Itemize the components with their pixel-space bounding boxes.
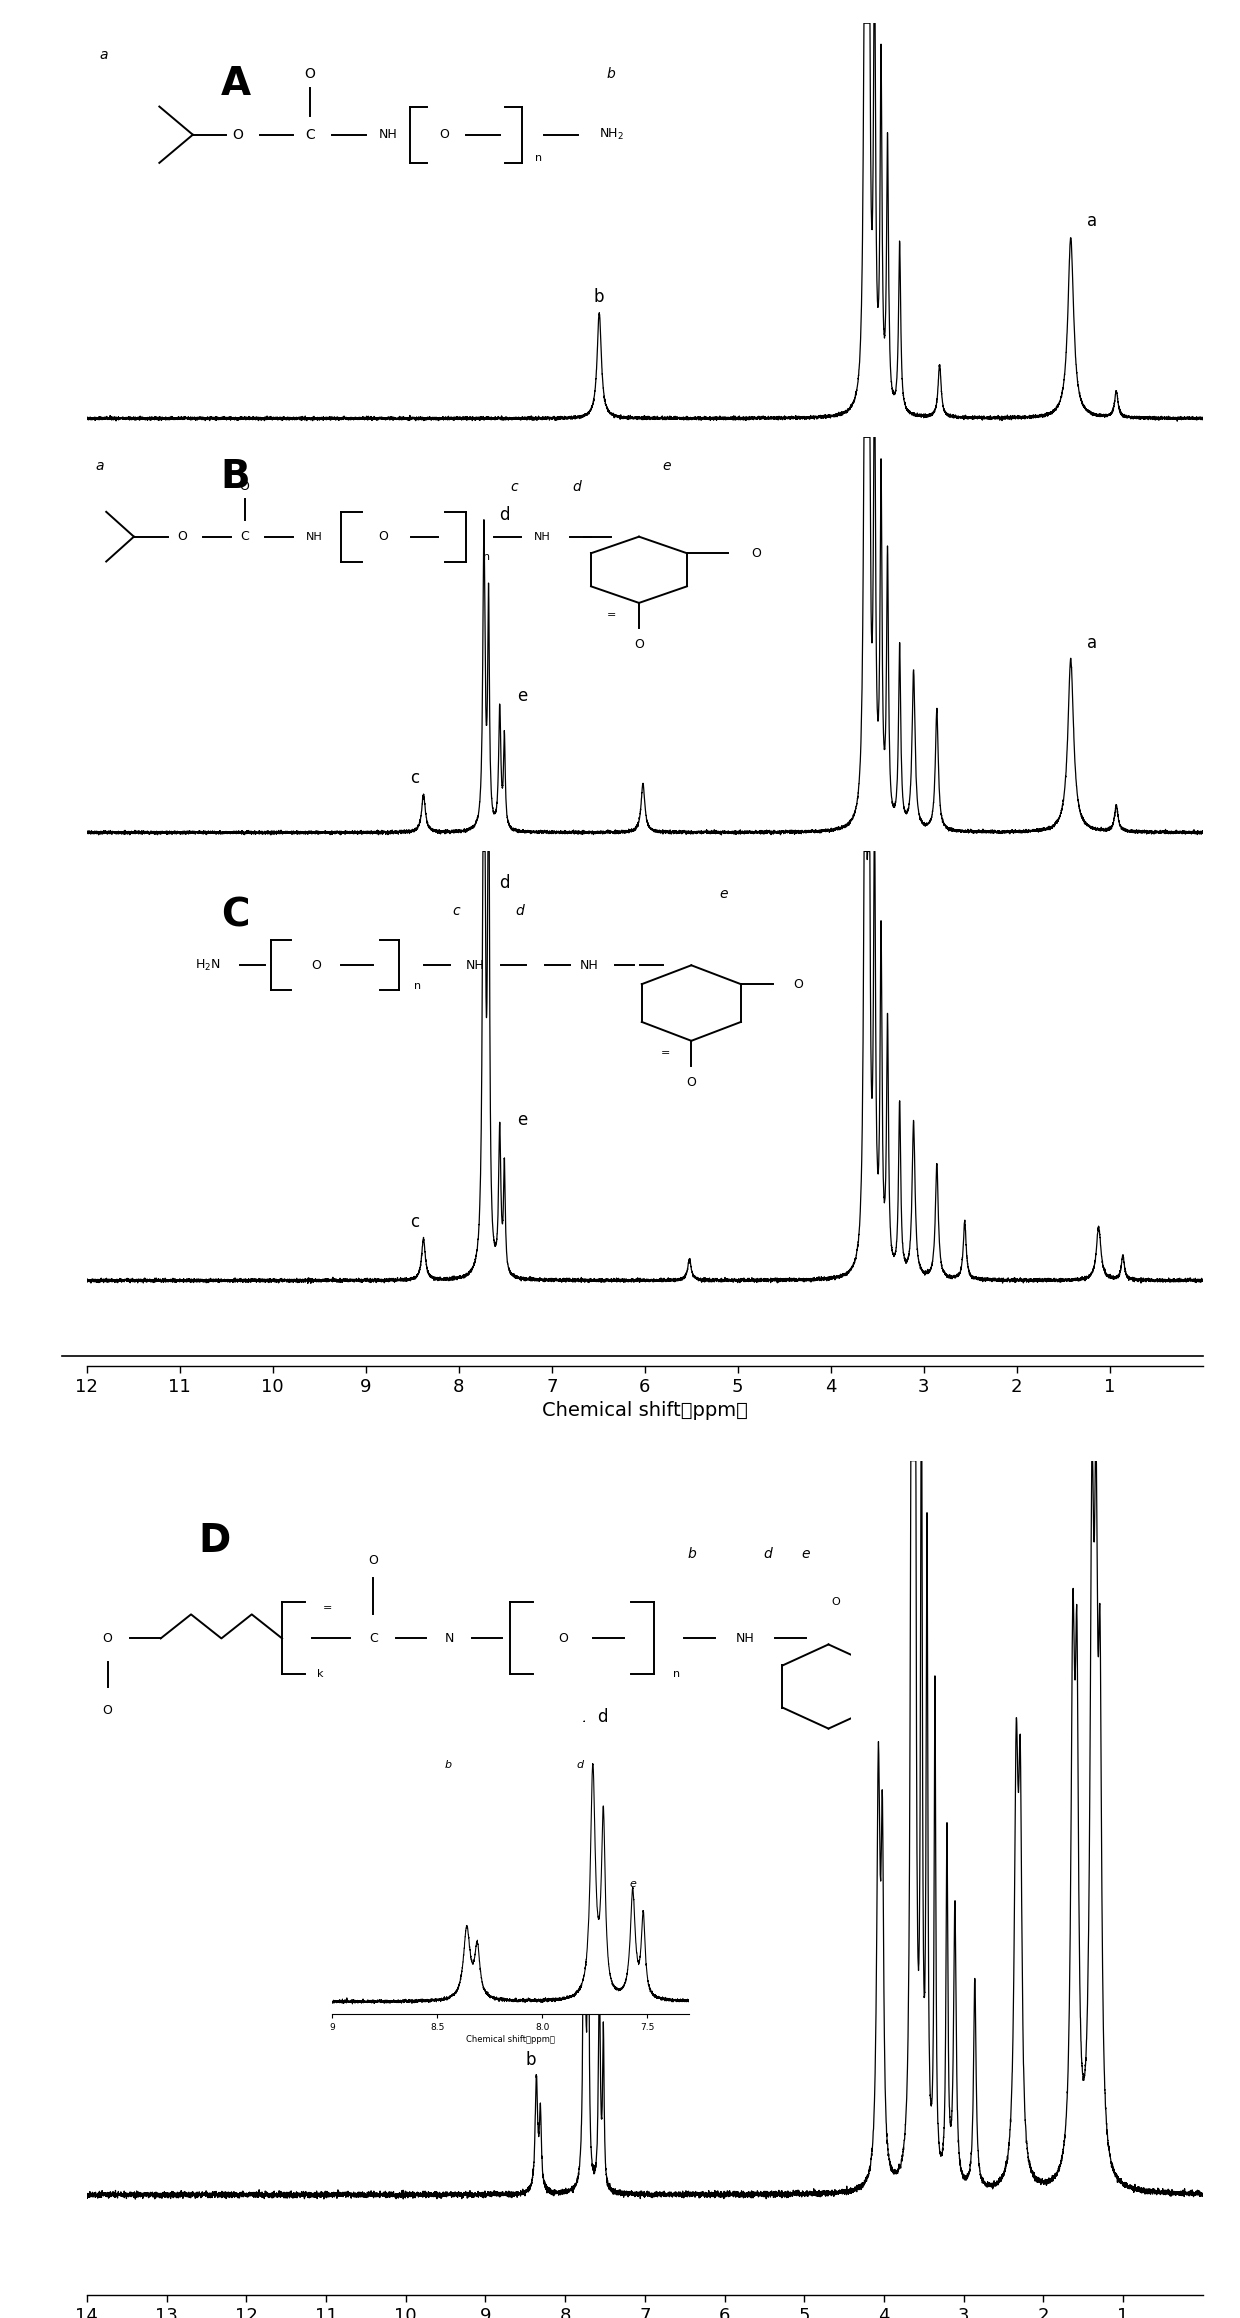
- Text: d: d: [498, 874, 510, 892]
- Text: e: e: [615, 1954, 625, 1970]
- Text: b: b: [594, 287, 604, 306]
- X-axis label: Chemical shift（ppm）: Chemical shift（ppm）: [542, 1402, 748, 1421]
- Text: B: B: [221, 459, 250, 496]
- Text: a: a: [1086, 213, 1096, 229]
- Text: D: D: [198, 1523, 231, 1560]
- Text: c: c: [410, 1215, 419, 1231]
- Text: A: A: [221, 65, 250, 102]
- Text: e: e: [517, 686, 528, 705]
- Text: c: c: [410, 770, 419, 788]
- Text: a: a: [1086, 633, 1096, 651]
- Text: e: e: [517, 1110, 528, 1129]
- Text: b: b: [526, 2051, 536, 2070]
- Text: d: d: [498, 505, 510, 524]
- Text: d: d: [596, 1708, 608, 1727]
- Text: C: C: [221, 897, 249, 934]
